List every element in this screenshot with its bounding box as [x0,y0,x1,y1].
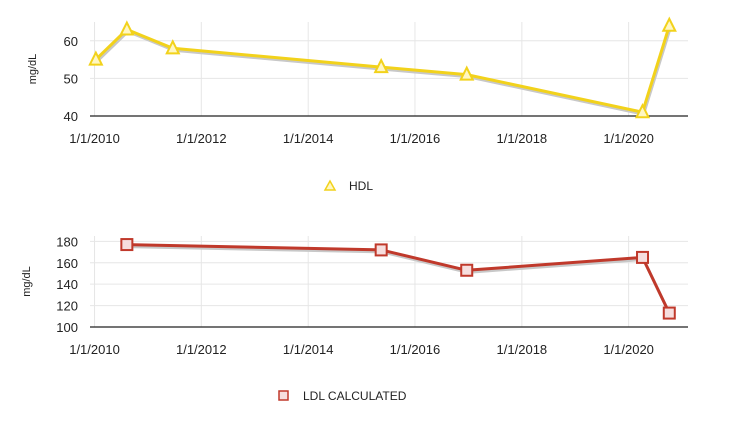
chart-panel-2: 100 120 140 160 180 1/1/2010 1/1/2012 1/1/2014 1… [21,234,688,403]
data-point [373,57,389,74]
data-point [636,250,650,264]
legend-label: LDL CALCULATED [303,389,407,403]
x-tick-label: 1/1/2018 [497,131,548,146]
data-point [374,243,388,257]
legend-marker [278,390,289,401]
x-tick-label: 1/1/2020 [603,342,654,357]
x-tick-label: 1/1/2016 [390,342,441,357]
y-tick-label: 140 [56,277,78,292]
data-point [634,103,651,119]
series-line [126,243,671,314]
data-point [459,65,475,81]
x-tick-label: 1/1/2020 [603,131,654,146]
x-tick-label: 1/1/2010 [69,131,120,146]
y-axis-label: mg/dL [27,54,39,85]
data-point [165,39,181,55]
y-axis-label: mg/dL [21,266,33,297]
data-point [120,238,134,252]
y-tick-label: 180 [56,234,78,249]
y-tick-label: 120 [56,299,78,314]
y-tick-label: 40 [64,109,78,124]
y-tick-label: 160 [56,256,78,271]
x-tick-label: 1/1/2016 [390,131,441,146]
chart-panel-1: 40 50 60 1/1/2010 1/1/2012 1/1/2014 1/1/2016 1/… [27,16,688,193]
y-tick-label: 60 [64,34,78,49]
data-point [460,263,474,277]
legend-label: HDL [349,179,373,193]
x-tick-label: 1/1/2012 [176,131,227,146]
x-tick-label: 1/1/2018 [497,342,548,357]
data-point [119,20,135,36]
legend-marker [323,179,337,191]
series-line-shadow [127,245,672,316]
y-tick-label: 50 [64,71,78,86]
x-tick-label: 1/1/2012 [176,342,227,357]
x-tick-label: 1/1/2010 [69,342,120,357]
y-tick-label: 100 [56,320,78,335]
data-point [662,306,676,320]
x-tick-label: 1/1/2014 [283,342,334,357]
data-point [88,50,104,66]
x-tick-label: 1/1/2014 [283,131,334,146]
data-point [661,16,677,32]
